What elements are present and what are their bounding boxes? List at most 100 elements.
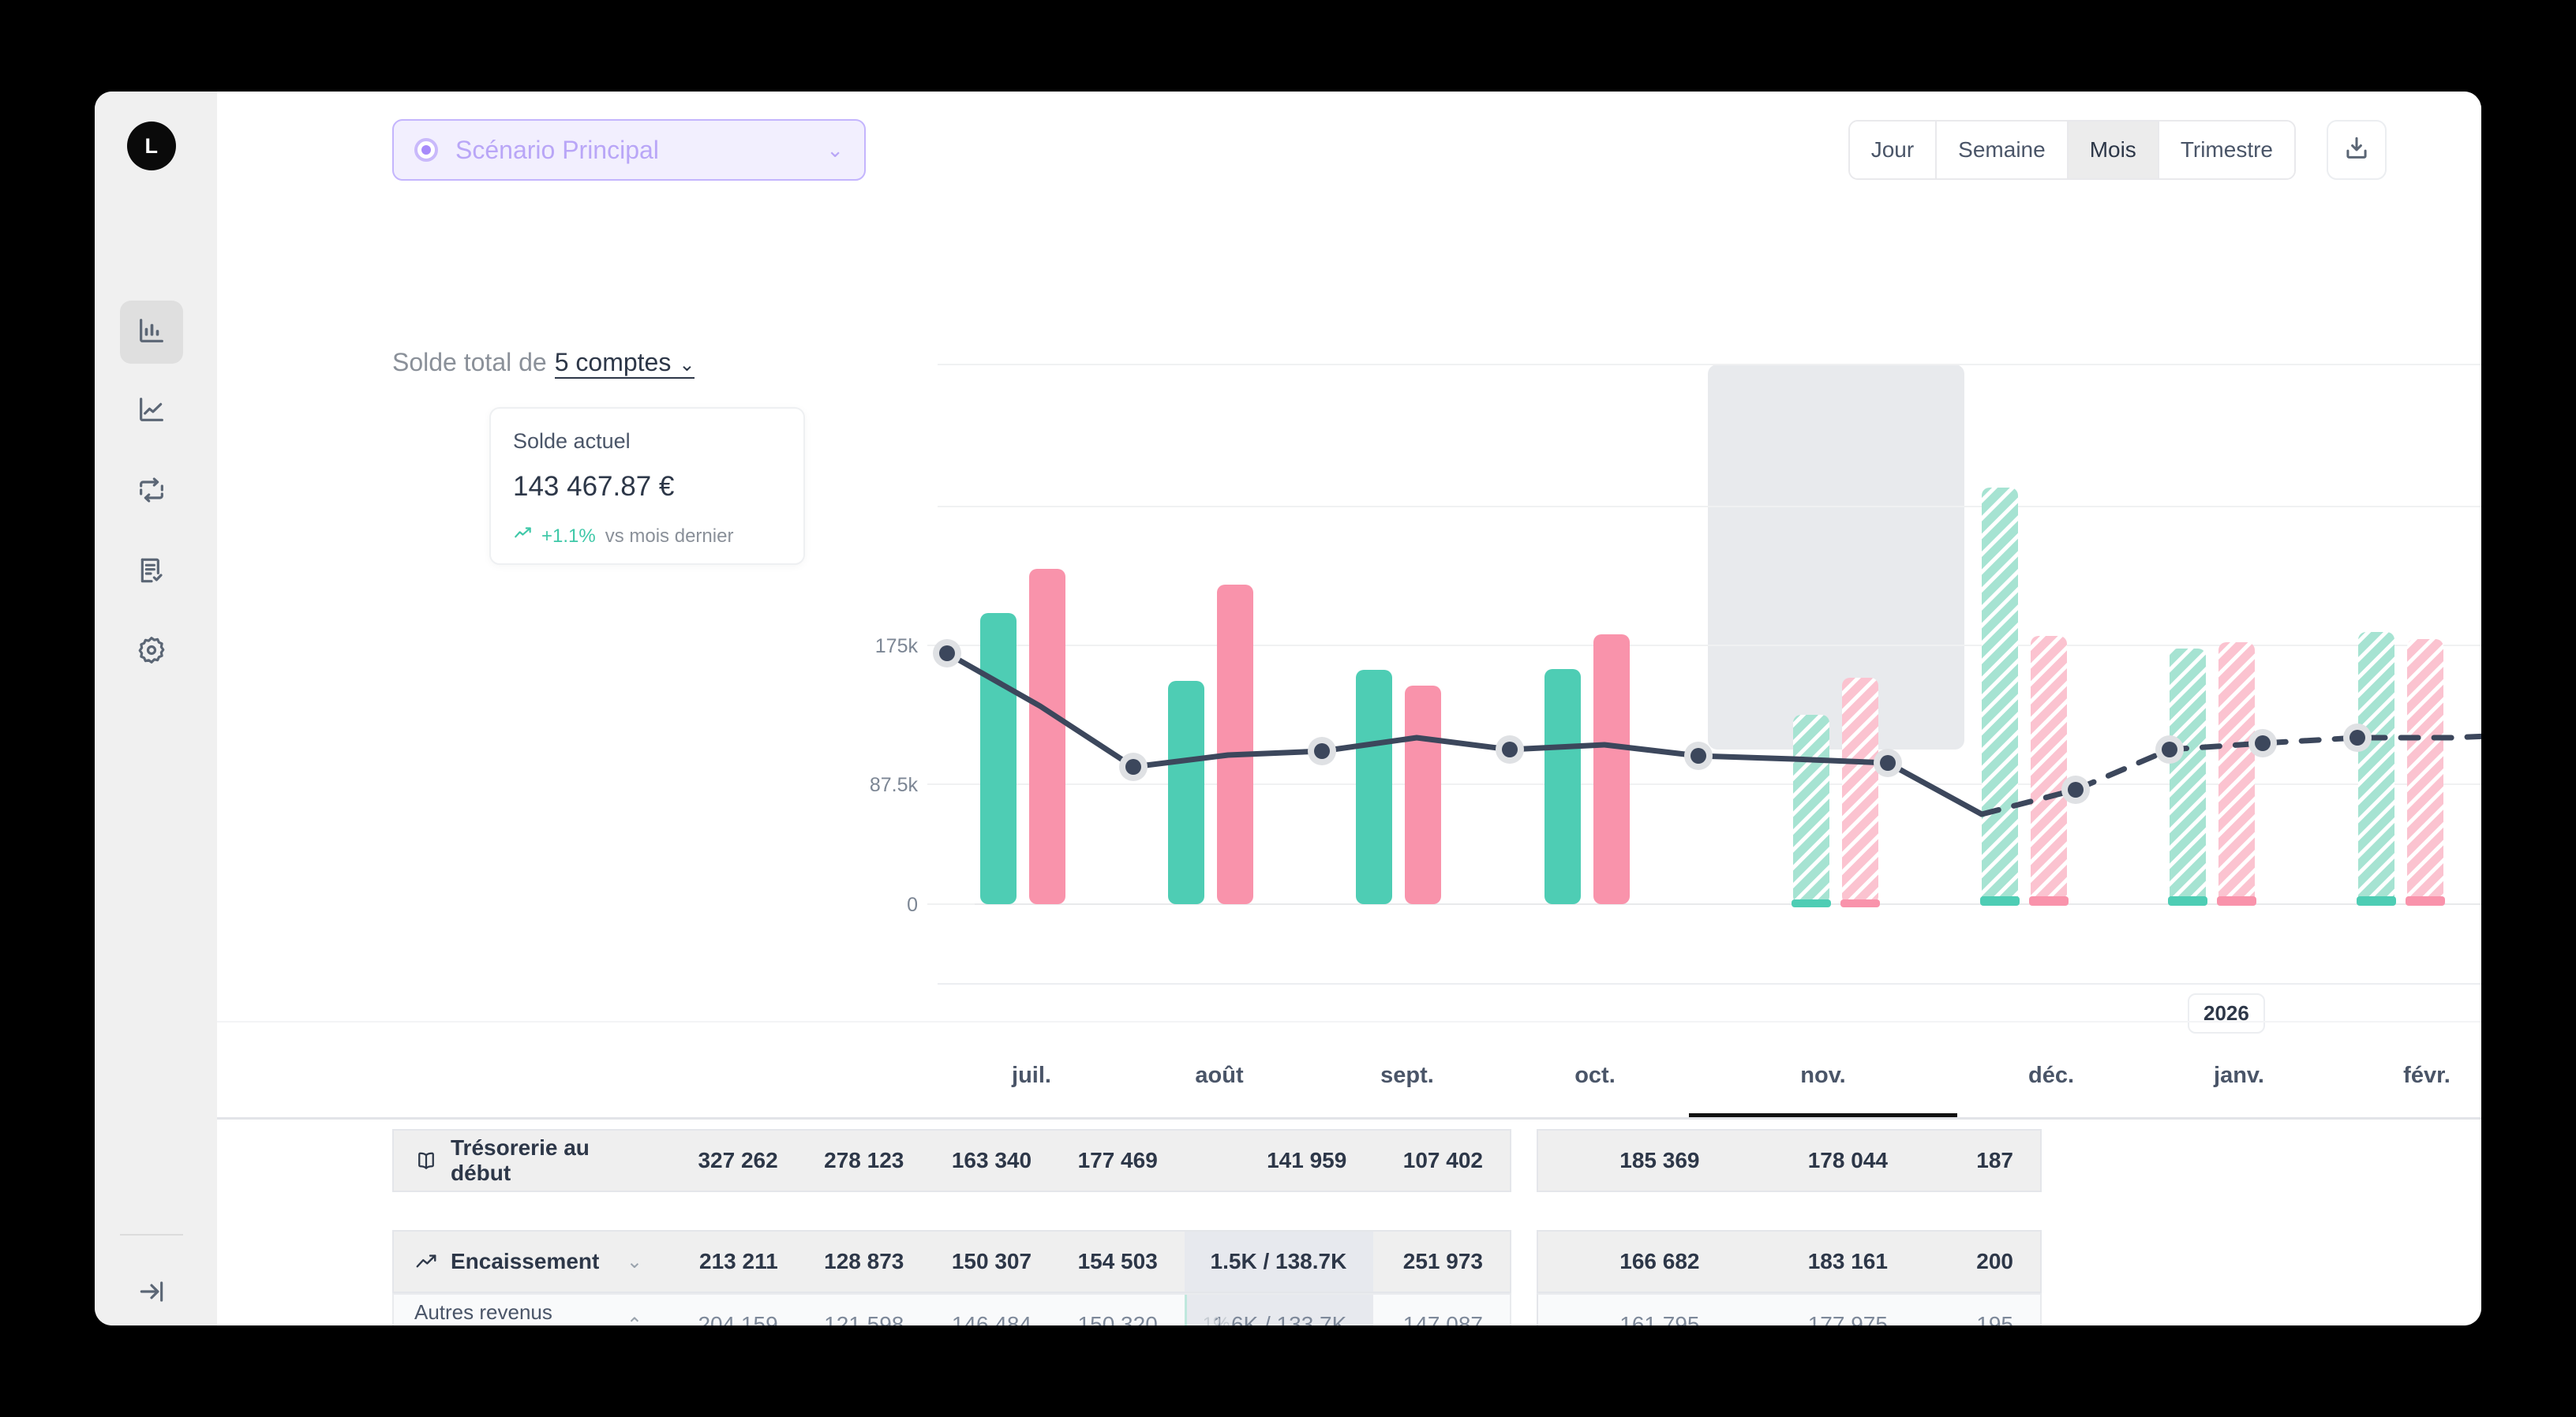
sidebar-item-line-chart[interactable] <box>120 379 183 443</box>
cell-juil: 213 211 <box>699 1249 778 1273</box>
month-header-row: juil. août sept. oct. nov. déc. janv. fé… <box>217 1034 2481 1117</box>
granularity-trimestre[interactable]: Trimestre <box>2159 122 2294 178</box>
book-icon <box>414 1149 438 1172</box>
cashflow-chart[interactable]: 175k 87.5k 0 800k 600k 400k 200k 0 <box>217 352 2481 1117</box>
month-tab-sept[interactable]: sept. <box>1380 1063 1434 1088</box>
cell-aout: 278 123 <box>824 1148 904 1172</box>
year-marker: 2026 <box>2188 993 2265 1034</box>
sidebar-divider <box>120 1234 183 1236</box>
cell-dec: 107 402 <box>1402 1148 1483 1172</box>
recurring-icon <box>136 474 167 510</box>
table-row-label-text: Encaissement <box>451 1249 600 1273</box>
table-row-label-autres-revenus[interactable]: Autres revenus exceptionnels ⌃ <box>392 1293 665 1325</box>
chevron-down-icon: ⌄ <box>826 138 844 162</box>
bar-encaissement-oct <box>1544 669 1581 904</box>
bars-forecast <box>1792 488 2445 907</box>
bar-decaissement-nov <box>1842 678 1878 904</box>
month-tab-dec[interactable]: déc. <box>2027 1063 2075 1088</box>
bar-encaissement-aout <box>1168 681 1204 904</box>
cell-nov-pct: 1% <box>1202 1314 1230 1325</box>
bar-decaissement-fevr <box>2407 639 2443 904</box>
bar-encaissement-nov <box>1793 715 1829 904</box>
cell-aout: 121 598 <box>824 1312 904 1325</box>
bar-decaissement-aout <box>1217 585 1253 904</box>
trend-up-icon <box>513 523 541 549</box>
cell-sept: 146 484 <box>951 1312 1032 1325</box>
bar-encaissement-fevr <box>2358 632 2394 904</box>
month-tab-janv[interactable]: janv. <box>2214 1063 2264 1088</box>
cell-mars: 187 <box>1976 1148 2013 1172</box>
accounts-label: 5 comptes <box>554 348 672 376</box>
sidebar-item-settings[interactable] <box>120 620 183 683</box>
highlight-band <box>1708 365 1964 750</box>
collapse-icon <box>137 1277 167 1310</box>
cell-mars: 200 <box>1976 1249 2013 1273</box>
sidebar-item-recurring[interactable] <box>120 460 183 523</box>
app-logo[interactable]: L <box>127 122 176 170</box>
bar-encaissement-sept <box>1356 670 1392 904</box>
granularity-jour[interactable]: Jour <box>1849 122 1938 178</box>
chevron-up-icon[interactable]: ⌃ <box>626 1314 642 1326</box>
months-divider-mid <box>217 1021 2481 1023</box>
solde-total-prefix: Solde total de <box>392 348 547 376</box>
cell-sept: 150 307 <box>951 1249 1032 1273</box>
collapse-sidebar-button[interactable] <box>120 1267 183 1319</box>
cell-nov: 1% 1.6K / 133.7K <box>1184 1295 1374 1325</box>
sidebar-item-document-check[interactable] <box>120 540 183 604</box>
cell-oct: 177 469 <box>1077 1148 1158 1172</box>
export-button[interactable] <box>2327 120 2387 180</box>
bar-encaissement-juil <box>980 613 1017 904</box>
month-tab-fevr[interactable]: févr. <box>2403 1063 2451 1088</box>
trend-icon <box>414 1250 438 1273</box>
accounts-selector[interactable]: 5 comptes ⌄ <box>554 348 695 379</box>
month-tab-juil[interactable]: juil. <box>1012 1063 1051 1088</box>
chevron-down-icon[interactable]: ⌄ <box>626 1251 642 1273</box>
table-row-values-autres-g1: 204 159 121 598 146 484 150 320 1% 1.6K … <box>663 1293 1511 1325</box>
document-check-icon <box>136 555 167 590</box>
cell-nov-value: 1.6K / 133.7K <box>1212 1312 1347 1325</box>
months-divider-bottom <box>217 1117 2481 1120</box>
app-window: L <box>95 92 2481 1325</box>
bar-decaissement-janv <box>2218 642 2255 904</box>
granularity-semaine[interactable]: Semaine <box>1937 122 2069 178</box>
cell-fevr: 178 044 <box>1807 1148 1888 1172</box>
cell-mars: 195 <box>1976 1312 2013 1325</box>
table-row-label-encaissement[interactable]: Encaissement ⌄ <box>392 1230 665 1293</box>
month-tab-nov[interactable]: nov. <box>1689 1034 1957 1117</box>
balance-card-delta: +1.1% vs mois dernier <box>513 523 781 549</box>
month-tab-oct[interactable]: oct. <box>1574 1063 1616 1088</box>
month-tab-aout[interactable]: août <box>1195 1063 1244 1088</box>
table-row-values-tresorerie-g1: 327 262 278 123 163 340 177 469 141 959 … <box>663 1129 1511 1192</box>
table-row-values-tresorerie-g2: 185 369 178 044 187 <box>1537 1129 2042 1192</box>
table-row-values-autres-g2: 161 795 177 975 195 <box>1537 1293 2042 1325</box>
scenario-select[interactable]: Scénario Principal ⌄ <box>392 119 866 181</box>
line-chart-icon <box>136 394 167 429</box>
cell-juil: 327 262 <box>698 1148 778 1172</box>
granularity-mois[interactable]: Mois <box>2068 122 2159 178</box>
months-divider <box>938 983 2481 985</box>
gear-icon <box>136 634 167 670</box>
table-row-label-text: Autres revenus exceptionnels <box>414 1300 552 1325</box>
sidebar-item-bar-chart[interactable] <box>120 301 183 364</box>
bar-chart-icon <box>136 315 167 350</box>
cell-sept: 163 340 <box>951 1148 1032 1172</box>
chart-canvas: 175k 87.5k 0 800k 600k 400k 200k 0 <box>870 364 2481 916</box>
table-row-label-tresorerie[interactable]: Trésorerie au début <box>392 1129 665 1192</box>
bar-decaissement-oct <box>1593 634 1630 904</box>
balance-delta-caption: vs mois dernier <box>605 525 734 547</box>
cell-janv: 161 795 <box>1619 1312 1700 1325</box>
cell-aout: 128 873 <box>824 1249 904 1273</box>
cell-dec: 251 973 <box>1402 1249 1483 1273</box>
chevron-down-icon: ⌄ <box>679 354 695 376</box>
left-axis-tick-0: 0 <box>907 894 918 916</box>
bar-decaissement-juil <box>1029 569 1065 904</box>
sidebar: L <box>95 92 217 1325</box>
left-axis-tick-175k: 175k <box>875 635 919 657</box>
table-row-values-encaissement-g2: 166 682 183 161 200 <box>1537 1230 2042 1293</box>
cell-janv: 185 369 <box>1619 1148 1700 1172</box>
scenario-label: Scénario Principal <box>455 135 659 164</box>
table-row-values-encaissement-g1: 213 211 128 873 150 307 154 503 1.5K / 1… <box>663 1230 1511 1293</box>
cell-nov: 1.5K / 138.7K <box>1184 1232 1374 1292</box>
granularity-toggle-group[interactable]: Jour Semaine Mois Trimestre <box>1848 120 2296 180</box>
cell-oct: 154 503 <box>1077 1249 1158 1273</box>
